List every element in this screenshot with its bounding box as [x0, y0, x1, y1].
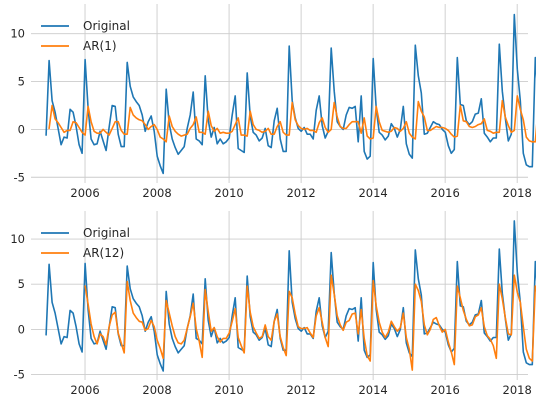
x-tick-label: 2016 — [431, 186, 460, 200]
chart-panel-2: 2006 2008 2010 2012 2014 2016 2018 -5 0 5 10 Origin… — [10, 211, 536, 397]
y-tick-label: 5 — [18, 75, 25, 89]
x-tick-label: 2018 — [503, 383, 532, 397]
legend: Original AR(1) — [41, 19, 130, 53]
y-tick-label: 0 — [18, 122, 25, 136]
x-tick-label: 2010 — [214, 383, 243, 397]
x-tick-label: 2012 — [286, 186, 315, 200]
y-tick-label: 5 — [18, 277, 25, 291]
series-line-original — [45, 13, 536, 175]
x-tick-label: 2018 — [503, 186, 532, 200]
series-line-ar-12- — [84, 274, 536, 371]
chart-panel-1: 2006 2008 2010 2012 2014 2016 2018 -5 0 5 10 Origin… — [10, 4, 536, 200]
series-line-original — [45, 220, 536, 372]
y-tick-label: 10 — [10, 27, 25, 41]
series-line-ar-1- — [48, 95, 536, 143]
y-tick-label: -5 — [14, 170, 25, 184]
legend: Original AR(12) — [41, 226, 130, 260]
x-tick-label: 2008 — [142, 186, 171, 200]
y-tick-label: 0 — [18, 322, 25, 336]
legend-label: AR(12) — [83, 246, 124, 260]
y-tick-label: 10 — [10, 232, 25, 246]
x-tick-label: 2006 — [70, 186, 99, 200]
legend-label: Original — [83, 226, 130, 240]
x-tick-label: 2012 — [286, 383, 315, 397]
x-tick-label: 2006 — [70, 383, 99, 397]
x-tick-label: 2014 — [358, 383, 387, 397]
x-tick-label: 2010 — [214, 186, 243, 200]
y-tick-label: -5 — [14, 368, 25, 382]
x-tick-label: 2008 — [142, 383, 171, 397]
x-tick-label: 2016 — [431, 383, 460, 397]
x-tick-label: 2014 — [358, 186, 387, 200]
legend-label: Original — [83, 19, 130, 33]
legend-label: AR(1) — [83, 39, 117, 53]
